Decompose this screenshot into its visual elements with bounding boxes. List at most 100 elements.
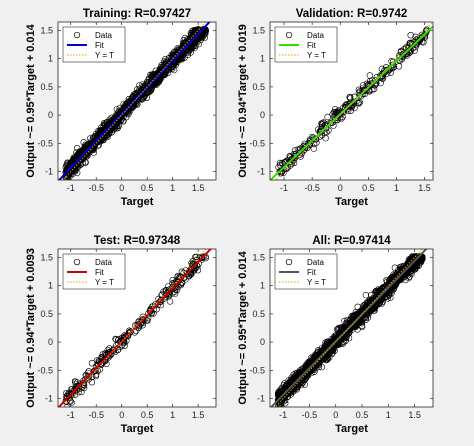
data-point bbox=[407, 31, 414, 39]
data-point bbox=[339, 113, 346, 121]
y-tick-label: 0.5 bbox=[40, 309, 53, 319]
data-point bbox=[117, 113, 125, 120]
data-point bbox=[355, 86, 363, 94]
data-point bbox=[310, 145, 317, 152]
data-point bbox=[96, 128, 103, 135]
x-axis-label: Target bbox=[335, 196, 368, 208]
y-tick-label: 0 bbox=[48, 337, 53, 347]
data-point bbox=[338, 331, 345, 339]
y-tick-label: 0 bbox=[260, 337, 265, 347]
y-tick-label: 0.5 bbox=[252, 82, 265, 92]
data-point bbox=[67, 178, 73, 180]
data-point bbox=[405, 274, 412, 282]
x-axis-label: Target bbox=[121, 423, 154, 435]
x-tick-label: 0.5 bbox=[356, 410, 369, 420]
data-point bbox=[67, 386, 75, 393]
identity-line bbox=[274, 249, 424, 407]
legend-item: Y = T bbox=[279, 51, 326, 60]
data-point bbox=[286, 153, 294, 160]
plot-content bbox=[58, 249, 213, 407]
data-point bbox=[89, 145, 97, 153]
chart-title: All: R=0.97414 bbox=[312, 235, 391, 247]
x-tick-label: 1.5 bbox=[192, 410, 205, 420]
data-point bbox=[91, 134, 99, 141]
legend-marker bbox=[73, 31, 81, 39]
legend-item: Y = T bbox=[279, 278, 326, 287]
data-point bbox=[362, 291, 370, 299]
data-point bbox=[422, 29, 430, 36]
data-point bbox=[305, 359, 312, 366]
axes-frame bbox=[57, 248, 217, 408]
data-point bbox=[120, 108, 128, 116]
chart-title: Validation: R=0.9742 bbox=[296, 8, 408, 20]
data-point bbox=[359, 82, 367, 89]
data-point bbox=[95, 127, 102, 135]
y-tick-label: 1 bbox=[260, 54, 265, 64]
legend-label: Data bbox=[307, 258, 324, 267]
data-point bbox=[418, 34, 425, 41]
data-point bbox=[368, 291, 375, 299]
legend-marker bbox=[73, 258, 81, 266]
x-axis-label: Target bbox=[335, 423, 368, 435]
y-tick-label: 1.5 bbox=[40, 25, 53, 35]
data-point bbox=[365, 298, 373, 305]
data-point bbox=[355, 99, 362, 107]
data-point bbox=[76, 381, 83, 389]
data-point bbox=[66, 165, 74, 172]
data-point bbox=[366, 72, 374, 79]
data-point bbox=[420, 39, 427, 46]
y-tick-label: -1 bbox=[45, 394, 53, 404]
data-point bbox=[276, 159, 284, 167]
legend-label: Y = T bbox=[95, 278, 114, 287]
data-point bbox=[187, 49, 194, 56]
legend-label: Data bbox=[307, 31, 324, 40]
legend-item: Fit bbox=[67, 268, 105, 277]
legend-item: Data bbox=[73, 31, 112, 40]
data-point bbox=[377, 291, 384, 298]
y-tick-label: 0 bbox=[260, 110, 265, 120]
y-tick-label: 1 bbox=[48, 281, 53, 291]
data-point bbox=[110, 119, 118, 127]
legend-label: Y = T bbox=[307, 51, 326, 60]
identity-line bbox=[62, 22, 207, 180]
data-point bbox=[189, 257, 197, 265]
x-tick-label: 1.5 bbox=[408, 410, 421, 420]
axes-frame bbox=[269, 248, 434, 408]
x-tick-label: -1 bbox=[279, 410, 287, 420]
x-tick-label: 1 bbox=[386, 410, 391, 420]
legend-label: Fit bbox=[307, 268, 317, 277]
data-point bbox=[319, 119, 326, 127]
legend-marker bbox=[285, 258, 293, 266]
x-tick-label: 0 bbox=[119, 183, 124, 193]
data-point bbox=[143, 317, 151, 324]
data-point bbox=[399, 269, 406, 276]
data-point bbox=[320, 119, 327, 126]
data-point bbox=[173, 286, 181, 293]
data-point bbox=[391, 276, 399, 283]
x-tick-label: 0.5 bbox=[141, 183, 154, 193]
x-tick-label: -1 bbox=[67, 183, 75, 193]
data-point bbox=[277, 394, 284, 401]
x-tick-label: -1 bbox=[280, 183, 288, 193]
data-point bbox=[84, 374, 92, 381]
axes-frame bbox=[269, 21, 434, 181]
legend-label: Y = T bbox=[307, 278, 326, 287]
y-tick-label: 1 bbox=[260, 281, 265, 291]
legend-label: Data bbox=[95, 31, 112, 40]
data-point bbox=[355, 100, 363, 107]
legend-label: Fit bbox=[95, 268, 105, 277]
y-tick-label: -0.5 bbox=[37, 138, 53, 148]
data-point bbox=[408, 265, 416, 272]
data-point bbox=[310, 136, 317, 143]
data-point bbox=[318, 120, 325, 127]
data-point bbox=[102, 356, 109, 363]
data-point bbox=[324, 113, 331, 121]
data-point bbox=[321, 344, 329, 351]
data-point bbox=[375, 288, 383, 295]
data-point bbox=[139, 316, 146, 323]
data-point bbox=[88, 360, 96, 367]
data-point bbox=[357, 312, 364, 319]
data-point bbox=[137, 95, 145, 103]
